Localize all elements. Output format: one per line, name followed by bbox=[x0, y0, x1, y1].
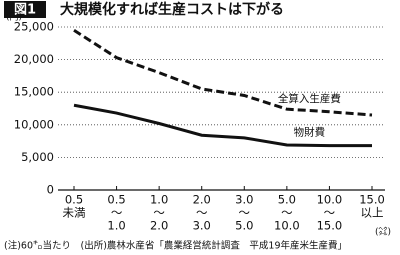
x-tick-label: 0.5 bbox=[107, 193, 125, 207]
x-tick-label: 1.0 bbox=[107, 219, 125, 233]
note: (注)60㌔当たり (出所)農林水産省「農業経営統計調査 平成19年産米生産費」 bbox=[4, 240, 347, 252]
y-tick-label: 10,000 bbox=[14, 117, 54, 131]
x-tick-label: 〜 bbox=[196, 206, 208, 220]
x-tick-label: 15.0 bbox=[359, 193, 385, 207]
x-tick-label: 〜 bbox=[281, 206, 293, 220]
y-tick-label: 25,000 bbox=[14, 20, 54, 34]
y-tick-label: 0 bbox=[47, 183, 54, 197]
y-tick-label: 15,000 bbox=[14, 85, 54, 99]
series-label: 物財費 bbox=[294, 126, 326, 139]
chart-title: 大規模化すれば生産コストは下がる bbox=[60, 1, 284, 18]
x-tick-label: 10.0 bbox=[274, 219, 300, 233]
series-line bbox=[73, 103, 372, 148]
x-tick-label: 3.0 bbox=[235, 193, 253, 207]
x-tick-label: 2.0 bbox=[150, 219, 168, 233]
y-tick-label: 5,000 bbox=[21, 150, 54, 164]
x-tick-label: 〜 bbox=[324, 206, 336, 220]
y-tick-label: 20,000 bbox=[14, 52, 54, 66]
series-line bbox=[73, 28, 373, 117]
x-tick-label: 5.0 bbox=[235, 219, 253, 233]
series-label: 全算入生産費 bbox=[278, 92, 341, 105]
x-tick-label: 5.0 bbox=[278, 193, 296, 207]
figure-label: 図1 bbox=[14, 3, 36, 18]
figure-label-box bbox=[4, 1, 46, 18]
x-tick-label: 3.0 bbox=[193, 219, 211, 233]
x-tick-label: 〜 bbox=[111, 206, 123, 220]
x-tick-label: 〜 bbox=[153, 206, 165, 220]
x-unit: (㌶) bbox=[375, 226, 391, 238]
x-tick-label: 〜 bbox=[239, 206, 251, 220]
x-tick-label: 未満 bbox=[63, 206, 86, 220]
x-tick-label: 15.0 bbox=[317, 219, 343, 233]
x-tick-label: 以上 bbox=[361, 206, 384, 220]
x-tick-label: 2.0 bbox=[193, 193, 211, 207]
x-tick-label: 1.0 bbox=[150, 193, 168, 207]
x-tick-label: 0.5 bbox=[65, 193, 83, 207]
y-unit: (円) bbox=[6, 12, 22, 23]
x-tick-label: 10.0 bbox=[317, 193, 343, 207]
